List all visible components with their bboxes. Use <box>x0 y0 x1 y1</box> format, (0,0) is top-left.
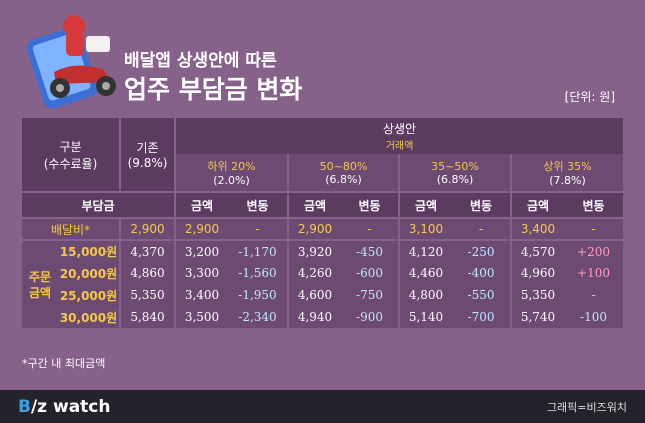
band-amount-1: 3,300 <box>174 262 228 284</box>
amount-header-2: 금액 <box>287 191 341 218</box>
band-header-1: 하위 20% (2.0%) <box>174 154 288 192</box>
band-amount-4: 5,350 <box>510 284 564 306</box>
order-price: 25,000원 <box>58 284 120 306</box>
category-header: 구분 (수수료율) <box>22 118 120 192</box>
brand-logo: B/z watch <box>18 396 111 417</box>
fee-amount-1: 2,900 <box>174 217 228 240</box>
title-line-2: 업주 부담금 변화 <box>124 75 303 104</box>
band-change-3: -250 <box>452 239 511 262</box>
graphic-credit: 그래픽=비즈워치 <box>546 400 627 414</box>
change-header-3: 변동 <box>452 191 511 218</box>
band-amount-1: 3,500 <box>174 306 228 328</box>
band-header-2: 50~80% (6.8%) <box>287 154 399 192</box>
band-change-2: -450 <box>341 239 399 262</box>
order-amount-label: 주문 금액 <box>22 239 58 328</box>
amount-header-1: 금액 <box>174 191 228 218</box>
footnote: *구간 내 최대금액 <box>22 357 106 370</box>
order-price: 15,000원 <box>58 239 120 262</box>
band-change-4: +100 <box>564 262 623 284</box>
band-amount-4: 5,740 <box>510 306 564 328</box>
band-amount-2: 4,600 <box>287 284 341 306</box>
fee-amount-3: 3,100 <box>398 217 452 240</box>
amount-header-3: 금액 <box>398 191 452 218</box>
order-rows: 주문 금액 15,000원 4,370 3,200 -1,170 3,920 -450 4,12… <box>22 239 623 328</box>
band-change-4: +200 <box>564 239 623 262</box>
band-amount-3: 5,140 <box>398 306 452 328</box>
band-change-2: -750 <box>341 284 399 306</box>
fee-amount-4: 3,400 <box>510 217 564 240</box>
unit-label: [단위: 원] <box>564 90 615 104</box>
band-amount-2: 4,940 <box>287 306 341 328</box>
order-price: 30,000원 <box>58 306 120 328</box>
band-change-4: -100 <box>564 306 623 328</box>
band-change-1: -1,560 <box>228 262 288 284</box>
band-change-3: -700 <box>452 306 511 328</box>
fee-comparison-table: 구분 (수수료율) 기존 (9.8%) 상생안 거래액 하위 20% (2.0%… <box>22 118 623 328</box>
fee-change-1: - <box>228 217 288 240</box>
band-change-1: -1,170 <box>228 239 288 262</box>
band-change-3: -400 <box>452 262 511 284</box>
title-line-1: 배달앱 상생안에 따른 <box>124 51 277 71</box>
plan-header: 상생안 거래액 <box>174 118 623 154</box>
fee-amount-2: 2,900 <box>287 217 341 240</box>
table-row: 25,000원 5,350 3,400 -1,950 4,600 -750 4,800 -55… <box>22 284 623 306</box>
change-header-2: 변동 <box>341 191 399 218</box>
order-price: 20,000원 <box>58 262 120 284</box>
amount-header-4: 금액 <box>510 191 564 218</box>
band-change-4: - <box>564 284 623 306</box>
table-row: 30,000원 5,840 3,500 -2,340 4,940 -900 5,140 -70… <box>22 306 623 328</box>
band-amount-1: 3,400 <box>174 284 228 306</box>
fee-base: 2,900 <box>119 217 175 240</box>
fee-change-2: - <box>341 217 399 240</box>
band-change-2: -600 <box>341 262 399 284</box>
band-amount-2: 3,920 <box>287 239 341 262</box>
footer-bar: B/z watch 그래픽=비즈워치 <box>0 390 645 423</box>
fee-change-3: - <box>452 217 511 240</box>
band-change-3: -550 <box>452 284 511 306</box>
band-change-2: -900 <box>341 306 399 328</box>
table-row-delivery-fee: 배달비* 2,900 2,900 - 2,900 - 3,100 - 3,400… <box>22 217 623 240</box>
band-amount-3: 4,800 <box>398 284 452 306</box>
base-amount: 5,350 <box>119 284 175 306</box>
band-amount-4: 4,960 <box>510 262 564 284</box>
change-header-1: 변동 <box>228 191 288 218</box>
band-amount-2: 4,260 <box>287 262 341 284</box>
base-amount: 4,370 <box>119 239 175 262</box>
table-row: 20,000원 4,860 3,300 -1,560 4,260 -600 4,460 -40… <box>22 262 623 284</box>
band-amount-1: 3,200 <box>174 239 228 262</box>
band-header-4: 상위 35% (7.8%) <box>510 154 623 192</box>
fee-label: 배달비* <box>22 217 120 240</box>
base-amount: 5,840 <box>119 306 175 328</box>
band-amount-3: 4,460 <box>398 262 452 284</box>
fee-change-4: - <box>564 217 623 240</box>
base-header: 기존 (9.8%) <box>119 118 175 192</box>
table-row: 주문 금액 15,000원 4,370 3,200 -1,170 3,920 -450 4,12… <box>22 239 623 328</box>
change-header-4: 변동 <box>564 191 623 218</box>
band-amount-3: 4,120 <box>398 239 452 262</box>
band-change-1: -1,950 <box>228 284 288 306</box>
band-change-1: -2,340 <box>228 306 288 328</box>
base-amount: 4,860 <box>119 262 175 284</box>
band-header-3: 35~50% (6.8%) <box>398 154 511 192</box>
burden-header: 부담금 <box>22 191 175 218</box>
band-amount-4: 4,570 <box>510 239 564 262</box>
delivery-rider-illustration <box>26 15 116 108</box>
